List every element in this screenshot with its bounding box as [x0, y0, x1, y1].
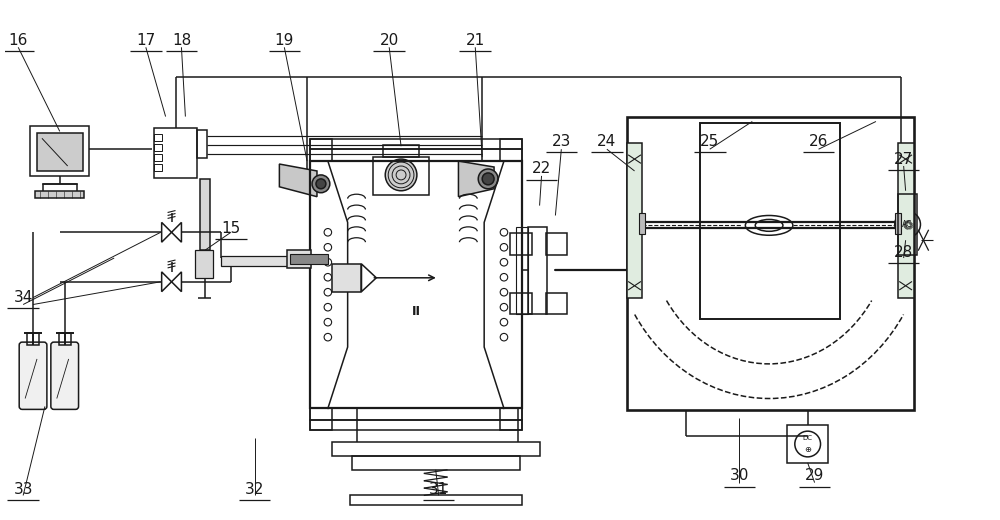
Bar	[154, 144, 162, 151]
Bar	[154, 128, 197, 178]
Bar	[154, 154, 162, 161]
Bar	[639, 213, 645, 235]
Text: 17: 17	[136, 33, 155, 48]
Bar	[627, 116, 914, 410]
Bar	[195, 250, 213, 278]
Text: 23: 23	[552, 134, 571, 149]
Text: AC: AC	[902, 220, 913, 229]
Bar	[352, 456, 520, 470]
Bar	[895, 213, 901, 235]
Bar	[197, 131, 207, 158]
Bar	[310, 408, 522, 420]
Text: 15: 15	[221, 221, 241, 236]
Bar	[373, 157, 429, 194]
Bar	[500, 408, 522, 430]
Bar	[787, 425, 828, 463]
Text: 22: 22	[532, 162, 551, 176]
Text: 29: 29	[805, 468, 824, 483]
Bar	[310, 161, 522, 408]
Text: 33: 33	[13, 482, 33, 497]
FancyBboxPatch shape	[19, 342, 47, 409]
Text: 18: 18	[172, 33, 191, 48]
Bar	[627, 144, 642, 297]
Bar	[290, 254, 328, 264]
Circle shape	[385, 159, 417, 191]
Text: 16: 16	[9, 33, 28, 48]
Text: DC: DC	[803, 435, 813, 441]
Bar	[898, 144, 914, 297]
Bar	[700, 123, 840, 319]
Bar	[30, 126, 89, 176]
Bar	[516, 227, 528, 315]
Text: 28: 28	[894, 244, 913, 259]
Bar	[510, 233, 532, 255]
Bar	[35, 191, 84, 198]
Bar	[200, 179, 210, 250]
Bar	[546, 233, 567, 255]
Bar	[154, 164, 162, 171]
Text: 34: 34	[13, 290, 33, 305]
Bar	[154, 134, 162, 141]
Bar	[383, 145, 419, 157]
Circle shape	[895, 212, 920, 237]
Text: II: II	[411, 305, 420, 318]
Bar	[332, 264, 361, 292]
Polygon shape	[279, 164, 317, 197]
Text: 30: 30	[730, 468, 749, 483]
Text: 31: 31	[429, 482, 448, 497]
Bar	[59, 333, 71, 345]
Bar	[510, 293, 532, 315]
Text: 19: 19	[275, 33, 294, 48]
Text: 27: 27	[894, 152, 913, 166]
Bar	[310, 420, 522, 430]
Bar	[528, 227, 547, 315]
Text: 24: 24	[597, 134, 616, 149]
Circle shape	[312, 175, 330, 193]
Polygon shape	[458, 161, 494, 197]
Bar	[546, 293, 567, 315]
Bar	[898, 194, 917, 255]
Text: ⊕: ⊕	[804, 446, 811, 454]
Text: 21: 21	[466, 33, 485, 48]
Bar	[310, 139, 522, 149]
Circle shape	[478, 169, 498, 189]
FancyBboxPatch shape	[51, 342, 79, 409]
Circle shape	[316, 179, 326, 189]
Bar	[350, 496, 522, 505]
Bar	[310, 149, 522, 161]
Circle shape	[482, 173, 494, 185]
Bar	[500, 139, 522, 161]
Text: 26: 26	[809, 134, 828, 149]
Bar	[332, 442, 540, 456]
Bar	[310, 139, 332, 161]
Bar	[310, 408, 332, 430]
Bar	[221, 256, 310, 266]
Bar	[287, 250, 311, 268]
Text: 32: 32	[245, 482, 264, 497]
Bar	[37, 133, 83, 171]
Text: 25: 25	[700, 134, 719, 149]
Circle shape	[795, 431, 821, 457]
Bar	[27, 333, 39, 345]
Text: 20: 20	[380, 33, 399, 48]
